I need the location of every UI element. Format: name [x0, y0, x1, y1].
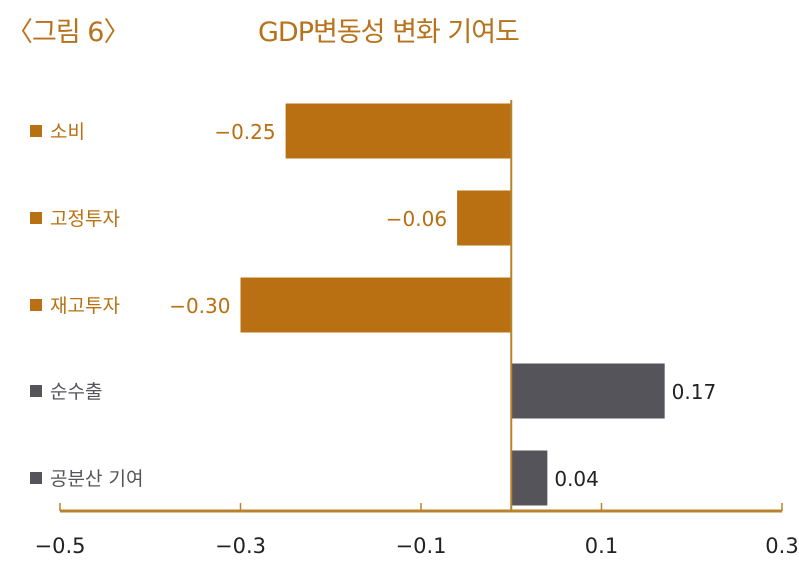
x-tick-label-4: 0.3: [765, 534, 798, 558]
category-label-0: 소비: [50, 121, 85, 143]
bar-1: [457, 190, 512, 246]
value-label-2: −0.30: [169, 294, 230, 318]
x-tick-label-1: −0.3: [215, 534, 266, 558]
legend-marker-0: [30, 125, 42, 137]
value-label-4: 0.04: [554, 467, 599, 491]
x-tick-label-0: −0.5: [35, 534, 86, 558]
x-tick-label-3: 0.1: [585, 534, 618, 558]
legend-marker-3: [30, 385, 42, 397]
bar-4: [511, 450, 548, 506]
value-label-1: −0.06: [386, 207, 447, 231]
legend-marker-4: [30, 472, 42, 484]
bar-0: [285, 103, 512, 159]
x-tick-label-2: −0.1: [396, 534, 447, 558]
bar-2: [240, 277, 512, 333]
category-label-2: 재고투자: [50, 295, 120, 317]
chart-title: GDP변동성 변화 기여도: [258, 17, 520, 48]
legend-marker-2: [30, 299, 42, 311]
category-label-4: 공분산 기여: [50, 468, 143, 490]
legend-marker-1: [30, 212, 42, 224]
value-label-0: −0.25: [214, 120, 275, 144]
category-label-1: 고정투자: [50, 208, 120, 230]
category-label-3: 순수출: [50, 381, 102, 403]
figure-label: 〈그림 6〉: [6, 17, 130, 48]
bar-3: [511, 363, 665, 419]
value-label-3: 0.17: [672, 380, 717, 404]
